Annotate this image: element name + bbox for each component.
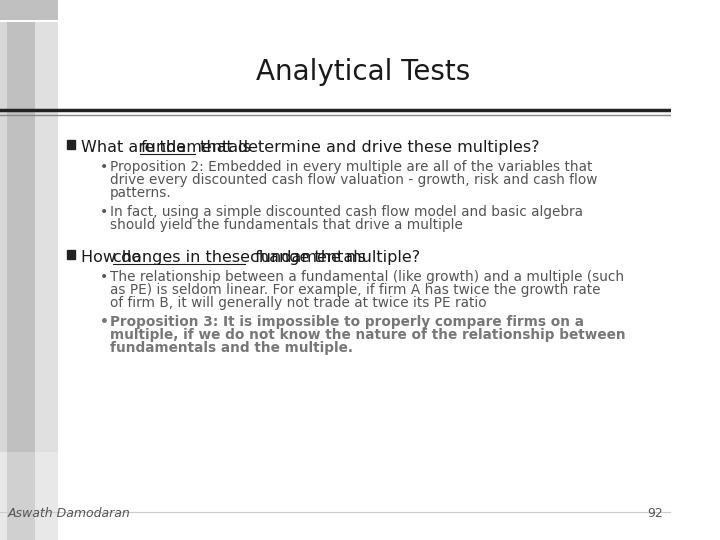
Text: •: • (99, 205, 108, 219)
Text: of firm B, it will generally not trade at twice its PE ratio: of firm B, it will generally not trade a… (110, 296, 487, 310)
Text: fundamentals: fundamentals (140, 140, 251, 155)
Text: In fact, using a simple discounted cash flow model and basic algebra: In fact, using a simple discounted cash … (110, 205, 583, 219)
FancyBboxPatch shape (0, 22, 58, 452)
Text: drive every discounted cash flow valuation - growth, risk and cash flow: drive every discounted cash flow valuati… (110, 173, 598, 187)
Text: The relationship between a fundamental (like growth) and a multiple (such: The relationship between a fundamental (… (110, 270, 624, 284)
Text: What are the: What are the (81, 140, 192, 155)
Text: •: • (99, 160, 108, 174)
FancyBboxPatch shape (0, 452, 58, 540)
Text: patterns.: patterns. (110, 186, 171, 200)
Text: •: • (99, 315, 109, 329)
FancyBboxPatch shape (0, 0, 58, 20)
Text: Proposition 2: Embedded in every multiple are all of the variables that: Proposition 2: Embedded in every multipl… (110, 160, 593, 174)
Bar (67, 140, 76, 149)
Bar (67, 250, 76, 259)
Text: How do: How do (81, 250, 146, 265)
Text: Aswath Damodaran: Aswath Damodaran (7, 507, 130, 520)
Text: as PE) is seldom linear. For example, if firm A has twice the growth rate: as PE) is seldom linear. For example, if… (110, 283, 600, 297)
FancyBboxPatch shape (7, 452, 35, 540)
Text: that determine and drive these multiples?: that determine and drive these multiples… (195, 140, 539, 155)
Text: 92: 92 (648, 507, 663, 520)
Text: change the multiple?: change the multiple? (246, 250, 420, 265)
Text: should yield the fundamentals that drive a multiple: should yield the fundamentals that drive… (110, 218, 463, 232)
Text: Proposition 3: It is impossible to properly compare firms on a: Proposition 3: It is impossible to prope… (110, 315, 584, 329)
Text: •: • (99, 270, 108, 284)
Text: multiple, if we do not know the nature of the relationship between: multiple, if we do not know the nature o… (110, 328, 626, 342)
FancyBboxPatch shape (7, 22, 35, 452)
Text: fundamentals and the multiple.: fundamentals and the multiple. (110, 341, 353, 355)
Text: changes in these fundamentals: changes in these fundamentals (113, 250, 366, 265)
Text: Analytical Tests: Analytical Tests (256, 58, 471, 86)
FancyBboxPatch shape (35, 22, 58, 452)
FancyBboxPatch shape (35, 452, 58, 540)
